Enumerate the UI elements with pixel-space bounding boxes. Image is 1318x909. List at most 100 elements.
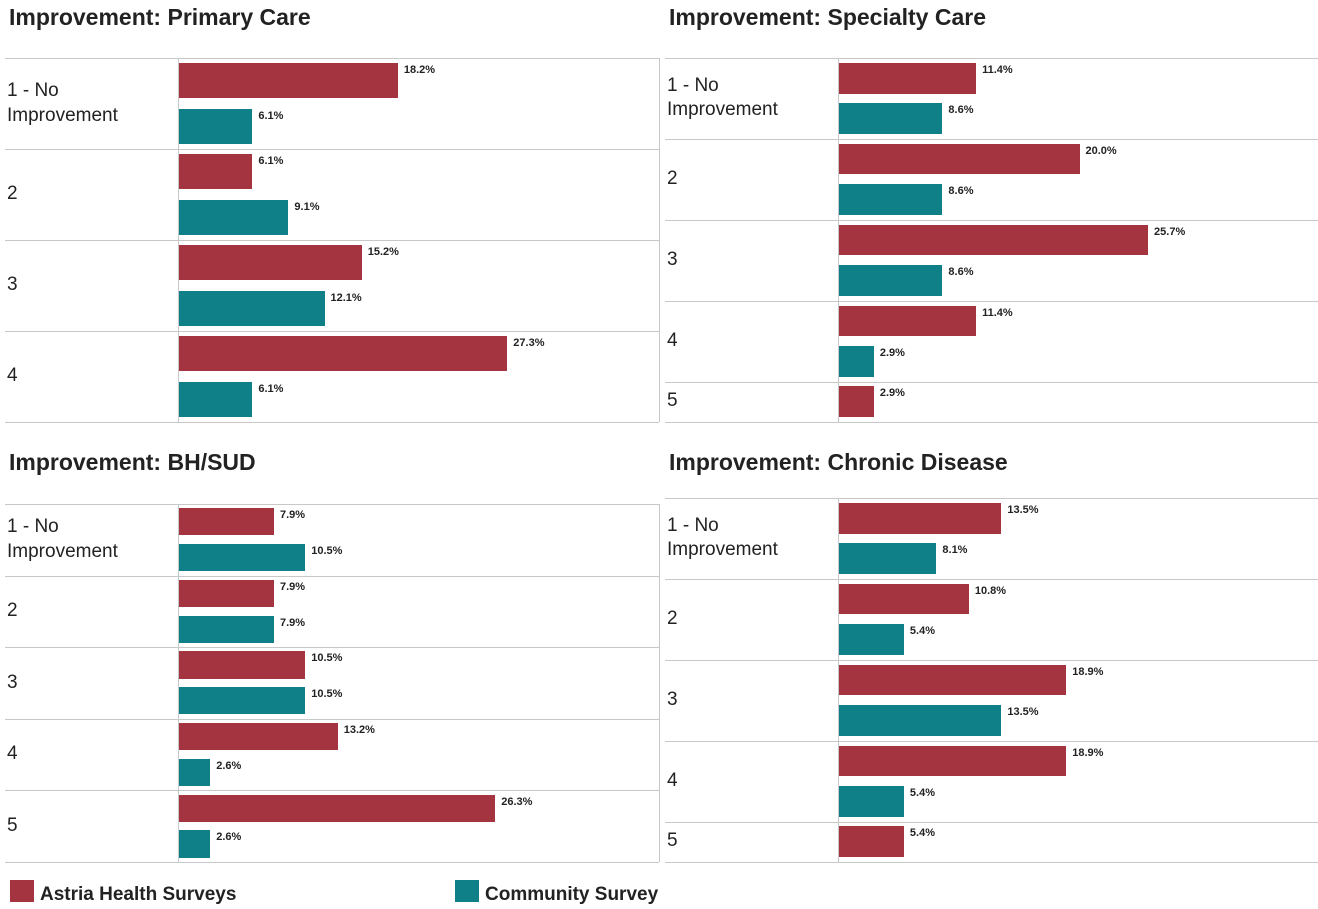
bar (839, 705, 1002, 736)
value-label: 26.3% (501, 795, 533, 808)
row-separator (665, 821, 1318, 823)
plot-border-right (659, 504, 660, 862)
category-label: 5 (667, 830, 678, 852)
bar (179, 758, 211, 787)
value-label: 2.9% (879, 346, 905, 359)
plot-border-right (659, 58, 660, 422)
value-label: 15.2% (367, 246, 399, 259)
value-label: 8.6% (948, 185, 974, 198)
bar (839, 745, 1067, 777)
bar (179, 579, 274, 608)
value-label: 6.1% (258, 109, 284, 122)
bar (179, 154, 253, 190)
value-label: 5.4% (909, 786, 935, 799)
category-label: 4 (7, 743, 18, 765)
legend-label: Community Survey (485, 884, 659, 905)
chart-title: Improvement: Specialty Care (669, 4, 987, 30)
bar (179, 723, 338, 751)
category-label: 3 (667, 248, 678, 270)
bar (179, 651, 306, 679)
bar (179, 830, 211, 858)
value-label: 10.5% (311, 652, 343, 665)
category-label: 1 - No Improvement (7, 516, 118, 562)
value-label: 8.6% (948, 104, 974, 117)
plot-border-top (5, 504, 659, 505)
bar (179, 63, 398, 99)
value-label: 6.1% (258, 382, 284, 395)
category-label: 4 (7, 365, 18, 387)
bar (839, 785, 904, 817)
category-label: 1 - No Improvement (667, 74, 778, 121)
row-separator (665, 659, 1318, 661)
row-separator (665, 862, 1318, 863)
category-label: 4 (667, 769, 678, 791)
row-separator (665, 740, 1318, 742)
bar (179, 687, 306, 715)
bar (839, 224, 1149, 256)
row-separator (665, 219, 1318, 221)
category-label: 2 (667, 167, 678, 189)
value-label: 12.1% (330, 291, 362, 304)
bar (839, 826, 904, 858)
chart-title: Improvement: Primary Care (9, 4, 311, 30)
y-axis-line (838, 498, 839, 862)
row-separator (5, 647, 659, 649)
bar (179, 508, 274, 536)
bar (839, 624, 904, 655)
row-separator (665, 381, 1318, 383)
category-label: 4 (667, 329, 678, 351)
plot-border-top (665, 58, 1318, 59)
category-label: 2 (7, 183, 18, 205)
value-label: 2.6% (216, 759, 242, 772)
plot-border-top (5, 58, 659, 59)
legend-swatch (10, 880, 34, 902)
y-axis-line (838, 58, 839, 422)
value-label: 2.6% (216, 831, 242, 844)
value-label: 10.8% (974, 584, 1007, 597)
row-separator (5, 240, 659, 241)
bar (839, 386, 874, 418)
bar (839, 184, 943, 215)
category-label: 3 (667, 688, 678, 710)
category-label: 1 - No Improvement (667, 514, 778, 561)
row-separator (5, 575, 659, 577)
value-label: 10.5% (311, 545, 343, 558)
legend-label: Astria Health Surveys (40, 884, 237, 905)
legend-swatch (455, 880, 479, 902)
bar (179, 108, 253, 144)
value-label: 18.2% (403, 64, 436, 77)
row-separator (5, 790, 659, 792)
bar (179, 199, 289, 235)
value-label: 8.6% (948, 266, 974, 279)
bar (179, 290, 325, 326)
bar (179, 336, 508, 372)
row-separator (5, 422, 659, 423)
value-label: 7.9% (279, 509, 306, 522)
row-separator (5, 149, 659, 150)
bar (839, 502, 1002, 534)
bar (179, 245, 362, 281)
value-label: 11.4% (982, 306, 1013, 319)
row-separator (5, 862, 659, 863)
category-label: 5 (7, 814, 18, 836)
value-label: 9.1% (294, 200, 320, 213)
value-label: 27.3% (513, 337, 545, 350)
value-label: 8.1% (942, 544, 968, 557)
bar (839, 62, 977, 94)
plot-border-top (665, 498, 1318, 499)
row-separator (665, 422, 1318, 423)
value-label: 10.5% (311, 688, 343, 701)
bar (839, 305, 977, 337)
category-label: 2 (7, 600, 18, 622)
value-label: 5.4% (909, 827, 935, 840)
bar (839, 265, 943, 296)
bar (179, 794, 496, 822)
bar (839, 143, 1080, 175)
value-label: 25.7% (1154, 225, 1186, 238)
value-label: 13.5% (1007, 706, 1039, 719)
category-label: 3 (7, 671, 18, 693)
value-label: 18.9% (1072, 665, 1104, 678)
value-label: 18.9% (1072, 746, 1104, 759)
